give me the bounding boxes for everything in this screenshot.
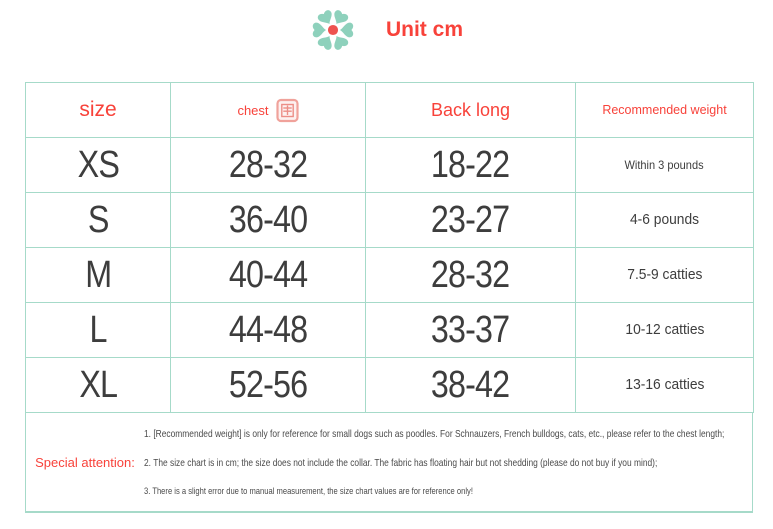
size-value: XL [79, 363, 118, 406]
cell-back-long: 18-22 [365, 137, 576, 193]
table-row-l: L 44-48 33-37 10-12 catties [25, 302, 754, 358]
note-item-1: 1. [Recommended weight] is only for refe… [144, 427, 725, 440]
notes-list: 1. [Recommended weight] is only for refe… [144, 413, 752, 511]
cell-back-long: 33-37 [365, 302, 576, 358]
cell-chest: 28-32 [170, 137, 366, 193]
special-attention-section: Special attention: 1. [Recommended weigh… [25, 413, 753, 513]
header-row: size chest [25, 82, 754, 138]
back-long-value: 33-37 [431, 308, 510, 351]
cell-weight: 10-12 catties [575, 302, 754, 358]
size-value: S [87, 198, 110, 241]
chest-value: 28-32 [228, 143, 308, 186]
special-attention-label: Special attention: [35, 454, 135, 470]
column-header-back-long: Back long [365, 82, 576, 138]
table-row-s: S 36-40 23-27 4-6 pounds [25, 192, 754, 248]
back-long-value: 18-22 [431, 143, 510, 186]
size-value: L [89, 308, 107, 351]
cell-back-long: 28-32 [365, 247, 576, 303]
chest-value: 52-56 [228, 363, 308, 406]
cell-size: S [25, 192, 171, 248]
table-row-xs: XS 28-32 18-22 Within 3 pounds [25, 137, 754, 193]
chest-girth-stamp-icon [275, 98, 299, 122]
column-header-size: size [25, 82, 171, 138]
column-header-chest: chest [170, 82, 366, 138]
back-long-value: 23-27 [431, 198, 510, 241]
chest-value: 40-44 [228, 253, 308, 296]
size-chart-box: size chest [25, 82, 754, 513]
weight-value: 13-16 catties [624, 376, 705, 393]
weight-value: 7.5-9 catties [626, 266, 703, 283]
note-item-3: 3. There is a slight error due to manual… [144, 485, 473, 497]
cell-back-long: 38-42 [365, 357, 576, 413]
cell-weight: Within 3 pounds [575, 137, 754, 193]
weight-value: 4-6 pounds [629, 211, 700, 228]
chest-value: 44-48 [228, 308, 308, 351]
back-long-value: 28-32 [431, 253, 510, 296]
size-value: M [84, 253, 112, 296]
table-row-xl: XL 52-56 38-42 13-16 catties [25, 357, 754, 413]
chest-label: chest [237, 102, 269, 118]
cell-chest: 52-56 [170, 357, 366, 413]
weight-value: 10-12 catties [624, 321, 705, 338]
cell-chest: 36-40 [170, 192, 366, 248]
cell-chest: 40-44 [170, 247, 366, 303]
unit-header: Unit cm [0, 0, 773, 60]
cell-weight: 7.5-9 catties [575, 247, 754, 303]
unit-label: Unit cm [385, 18, 463, 41]
size-value: XS [77, 143, 119, 186]
table-row-m: M 40-44 28-32 7.5-9 catties [25, 247, 754, 303]
weight-value: Within 3 pounds [624, 158, 705, 172]
chest-value: 36-40 [228, 198, 308, 241]
cell-size: XL [25, 357, 171, 413]
cell-chest: 44-48 [170, 302, 366, 358]
cell-weight: 13-16 catties [575, 357, 754, 413]
cell-size: L [25, 302, 171, 358]
size-chart-table: size chest [25, 82, 754, 413]
flower-icon [312, 10, 354, 50]
cell-size: XS [25, 137, 171, 193]
back-long-value: 38-42 [431, 363, 510, 406]
column-header-recommended-weight: Recommended weight [575, 82, 754, 138]
cell-back-long: 23-27 [365, 192, 576, 248]
cell-size: M [25, 247, 171, 303]
cell-weight: 4-6 pounds [575, 192, 754, 248]
note-item-2: 2. The size chart is in cm; the size doe… [144, 456, 658, 469]
